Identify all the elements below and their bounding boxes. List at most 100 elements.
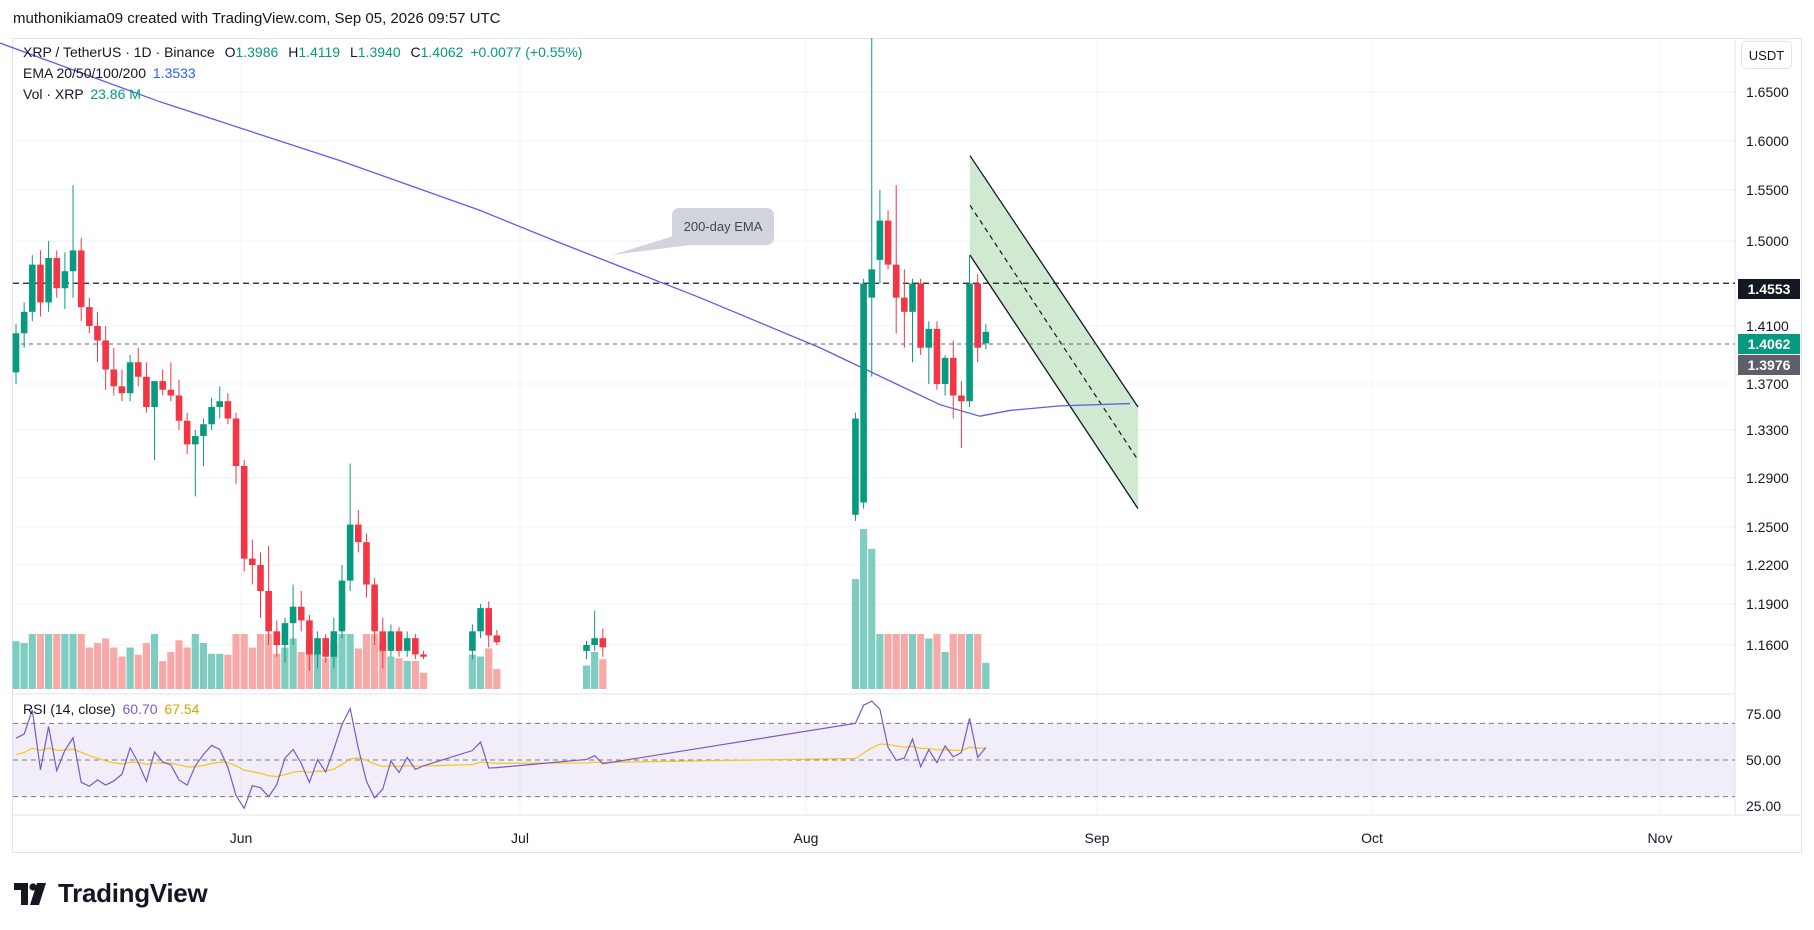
rsi-tick-label: 25.00	[1746, 798, 1781, 814]
close-value: 1.4062	[420, 44, 464, 60]
volume-bar	[102, 638, 110, 689]
candle-body	[852, 418, 859, 515]
candle-body	[126, 362, 134, 394]
symbol-name[interactable]: XRP / TetherUS · 1D · Binance	[23, 44, 215, 60]
volume-bar	[851, 579, 860, 689]
y-tick-label: 1.1600	[1746, 637, 1789, 653]
ema-label: EMA 20/50/100/200	[23, 65, 146, 81]
volume-bar	[85, 647, 93, 689]
rsi-pane	[13, 700, 1735, 810]
y-tick-label: 1.3300	[1746, 422, 1789, 438]
channel-mid-line	[969, 204, 1139, 461]
tradingview-logo[interactable]: TradingView	[14, 878, 208, 909]
candle-body	[216, 401, 224, 407]
volume-bar	[892, 634, 900, 689]
rsi-value: 60.70	[122, 701, 158, 717]
volume-bar	[419, 672, 428, 689]
candle-body	[860, 283, 867, 503]
high-value: 1.4119	[298, 44, 341, 60]
volume-bar	[884, 634, 892, 689]
volume-bar	[150, 634, 159, 689]
volume-bar	[134, 654, 142, 689]
volume-bar	[191, 634, 199, 689]
candle-body	[273, 631, 281, 645]
candle-body	[314, 638, 321, 655]
rsi-label: RSI (14, close)	[23, 701, 116, 717]
x-tick-label: Nov	[1648, 830, 1673, 846]
candle-body	[192, 436, 199, 445]
y-tick-label: 1.6000	[1746, 133, 1789, 149]
volume-bar	[93, 643, 102, 689]
candle-body	[257, 565, 264, 591]
volume-bar	[36, 634, 45, 689]
volume-bar	[876, 634, 884, 689]
resistance-price-tag: 1.4553	[1738, 279, 1800, 299]
candle-body	[249, 558, 256, 565]
rsi-ma-line	[15, 743, 986, 778]
tradingview-logo-icon	[14, 882, 46, 905]
ema-annotation[interactable]: 200-day EMA	[672, 208, 774, 245]
candle-body	[917, 283, 924, 348]
volume-bar	[297, 652, 305, 689]
candle-body	[265, 591, 272, 632]
legend-ema[interactable]: EMA 20/50/100/200 1.3533	[23, 65, 196, 81]
candle-body	[371, 584, 378, 632]
volume-bar	[974, 634, 982, 689]
ema-200-line	[0, 42, 1131, 417]
candle-body	[306, 620, 313, 655]
candle-body	[355, 524, 362, 543]
candle-body	[493, 635, 501, 643]
y-tick-label: 1.6500	[1746, 84, 1789, 100]
volume-bar	[387, 656, 395, 689]
rsi-tick-label: 50.00	[1746, 752, 1781, 768]
candle-body	[232, 418, 240, 466]
close-key: C	[410, 44, 421, 60]
candle-body	[281, 623, 289, 645]
candle-body	[167, 389, 175, 396]
last-price-tag: 1.4062	[1738, 334, 1800, 354]
candle-body	[346, 524, 354, 581]
volume-bar	[949, 634, 957, 689]
y-tick-label: 1.2500	[1746, 519, 1789, 535]
volume-bar	[313, 652, 322, 689]
currency-button[interactable]: USDT	[1741, 41, 1792, 69]
volume-bar	[582, 665, 591, 689]
candle-body	[297, 606, 305, 621]
volume-bar	[599, 659, 607, 689]
volume-bar	[232, 634, 240, 689]
legend-rsi[interactable]: RSI (14, close) 60.70 67.54	[23, 701, 199, 717]
rsi-line	[15, 700, 987, 810]
candle-body	[958, 395, 965, 402]
volume-bar	[917, 634, 925, 689]
candle-body	[110, 369, 118, 387]
candle-body	[289, 606, 297, 624]
volume-bar	[411, 661, 419, 689]
candle-body	[61, 271, 69, 289]
candle-body	[933, 328, 941, 384]
x-tick-label: Jul	[511, 830, 529, 846]
low-value: 1.3940	[357, 44, 401, 60]
candle-body	[363, 542, 370, 585]
grid-lines	[13, 40, 1800, 816]
candle-body	[379, 631, 387, 651]
candle-body	[330, 631, 338, 657]
candle-body	[901, 297, 908, 312]
y-tick-label: 1.1900	[1746, 596, 1789, 612]
y-tick-label: 1.5500	[1746, 182, 1789, 198]
legend-volume[interactable]: Vol · XRP 23.86 M	[23, 86, 141, 102]
low-key: L	[349, 44, 358, 60]
candle-body	[387, 631, 395, 651]
ema-value: 1.3533	[152, 65, 196, 81]
logo-text: TradingView	[58, 878, 208, 908]
volume-bar	[248, 647, 256, 689]
volume-bar	[965, 634, 974, 689]
volume-bar	[338, 634, 346, 689]
candles	[12, 38, 990, 671]
candle-body	[941, 357, 949, 384]
candle-body	[94, 326, 101, 341]
volume-bar	[591, 652, 599, 689]
volume-bar	[53, 634, 61, 689]
y-tick-label: 1.2200	[1746, 557, 1789, 573]
